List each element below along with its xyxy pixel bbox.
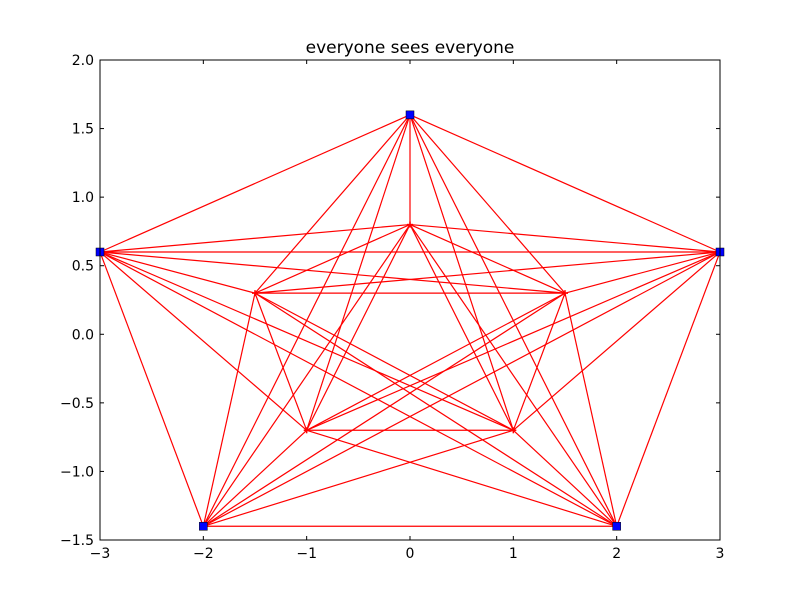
- connection-line: [306, 251, 721, 431]
- connection-line: [254, 292, 514, 431]
- connection-line: [564, 251, 721, 294]
- connection-line: [254, 114, 411, 294]
- connection-line: [409, 114, 514, 431]
- connection-line: [409, 114, 721, 253]
- connection-line: [99, 251, 617, 527]
- connection-line: [99, 251, 256, 294]
- connection-line: [99, 251, 514, 431]
- x-tick-label: 0: [406, 546, 415, 562]
- outer-point-marker: [612, 522, 621, 531]
- y-tick-label: −0.5: [60, 396, 94, 412]
- connection-line: [306, 429, 617, 527]
- outer-point-marker: [199, 522, 208, 531]
- connection-line: [99, 223, 411, 253]
- x-tick-label: 1: [509, 546, 518, 562]
- y-tick-label: 2.0: [72, 53, 94, 69]
- x-tick-label: −2: [193, 546, 214, 562]
- connection-line: [254, 251, 721, 294]
- connection-line: [306, 114, 411, 431]
- inner-point-marker: [510, 427, 517, 434]
- y-tick-label: −1.0: [60, 464, 94, 480]
- connection-line: [512, 429, 618, 527]
- connection-line: [203, 429, 514, 527]
- connection-line: [512, 251, 721, 431]
- connection-line: [202, 224, 411, 527]
- connection-line: [254, 292, 617, 527]
- x-tick-label: 2: [612, 546, 621, 562]
- outer-point-marker: [405, 110, 415, 120]
- connection-line: [203, 292, 566, 527]
- axis-ticks: −3 −2 −1 0 1 2 3 −1.5 −1.0 −0.5 0.0 0.5 1.0 1.5 2.0: [60, 53, 724, 562]
- connection-line: [254, 292, 308, 431]
- connection-line: [99, 251, 204, 527]
- connection-line: [512, 292, 566, 431]
- connection-line: [99, 114, 411, 253]
- x-tick-label: −3: [90, 546, 111, 562]
- x-tick-label: −1: [296, 546, 317, 562]
- x-tick-label: 3: [716, 546, 725, 562]
- chart-title: everyone sees everyone: [306, 38, 515, 58]
- inner-point-marker: [252, 290, 258, 297]
- y-tick-label: 1.0: [72, 190, 94, 206]
- y-tick-label: 1.5: [72, 122, 94, 138]
- connection-line: [203, 251, 721, 527]
- y-tick-label: 0.5: [72, 259, 94, 275]
- y-tick-label: 0.0: [72, 327, 94, 343]
- connection-line: [99, 251, 308, 431]
- connection-line: [564, 293, 618, 527]
- connection-line: [99, 251, 566, 294]
- connection-lines: [99, 114, 721, 527]
- connection-line: [409, 114, 566, 294]
- inner-point-marker: [562, 290, 568, 297]
- connection-line: [202, 429, 308, 527]
- connection-line: [306, 224, 411, 431]
- connection-line: [254, 224, 411, 294]
- connection-line: [409, 223, 721, 253]
- connection-line: [616, 251, 721, 527]
- y-tick-label: −1.5: [60, 533, 94, 549]
- inner-point-marker: [303, 427, 310, 434]
- connection-line: [409, 224, 618, 527]
- connection-line: [306, 292, 566, 431]
- connection-line: [409, 224, 566, 294]
- connection-line: [409, 224, 514, 431]
- inner-point-marker: [407, 221, 413, 228]
- connection-line: [202, 293, 256, 527]
